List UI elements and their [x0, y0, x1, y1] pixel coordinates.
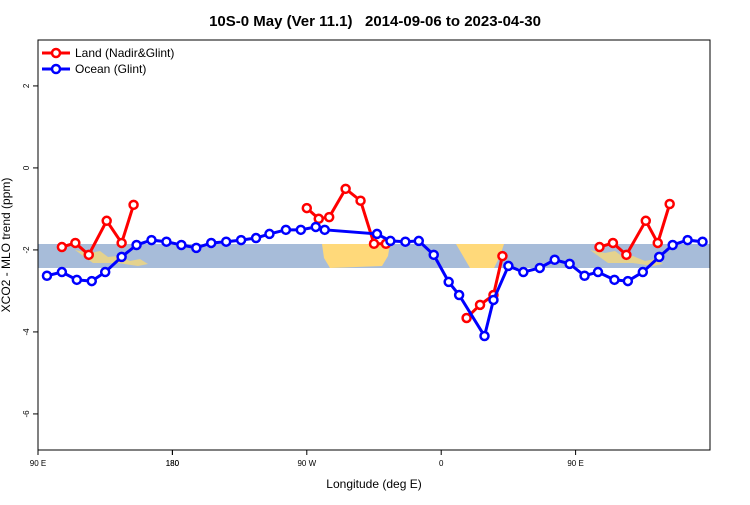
data-point	[56, 266, 68, 278]
data-point	[280, 224, 292, 236]
data-point	[319, 224, 330, 236]
data-point	[594, 241, 605, 253]
data-point	[128, 199, 139, 211]
data-point	[56, 241, 68, 253]
data-point	[461, 312, 472, 324]
data-point	[146, 234, 157, 246]
data-point	[682, 234, 693, 246]
data-point	[592, 266, 604, 278]
x-axis-label: Longitude (deg E)	[326, 477, 421, 491]
data-point	[301, 202, 313, 214]
data-point	[400, 236, 411, 247]
legend-label: Land (Nadir&Glint)	[75, 46, 174, 60]
x-tick-label: 90 E	[30, 459, 46, 468]
data-point	[385, 235, 396, 247]
data-point	[443, 276, 454, 288]
y-tick-label: -6	[22, 410, 31, 418]
data-point	[310, 221, 322, 233]
data-point	[71, 274, 83, 286]
data-point	[697, 236, 708, 247]
legend-label: Ocean (Glint)	[75, 62, 146, 76]
legend-marker	[50, 63, 62, 75]
y-tick-label: -4	[22, 328, 31, 336]
data-point	[323, 211, 335, 223]
data-point	[664, 198, 675, 210]
data-point	[474, 299, 486, 311]
data-point	[99, 266, 111, 278]
data-point	[607, 237, 619, 249]
data-point	[250, 232, 262, 244]
data-point	[652, 237, 663, 249]
data-point	[497, 250, 508, 262]
data-point	[86, 275, 98, 287]
x-tick-label: 0	[439, 459, 444, 468]
y-tick-label: 2	[22, 83, 31, 88]
data-point	[340, 183, 351, 195]
data-point	[637, 266, 649, 278]
data-point	[116, 251, 127, 263]
data-point	[205, 237, 217, 249]
y-tick-label: -2	[22, 246, 31, 254]
data-point	[116, 237, 127, 249]
data-point	[667, 239, 678, 251]
plot-frame	[37, 39, 711, 451]
x-tick-label: 180	[166, 459, 180, 468]
data-point	[355, 195, 366, 206]
data-point	[564, 258, 575, 270]
data-point	[235, 234, 247, 246]
y-axis-label: XCO2 - MLO trend (ppm)	[0, 178, 13, 313]
data-point	[640, 215, 652, 227]
data-point	[503, 260, 514, 272]
data-point	[518, 266, 529, 278]
data-point	[295, 224, 307, 236]
data-point	[70, 237, 81, 249]
data-point	[549, 254, 560, 266]
data-point	[534, 262, 546, 274]
data-point	[176, 239, 187, 251]
data-point	[479, 330, 490, 342]
data-point	[313, 213, 324, 225]
data-point	[101, 215, 112, 227]
data-point	[83, 249, 95, 261]
data-point	[220, 236, 232, 247]
data-point	[621, 249, 632, 261]
x-tick-label: 90 E	[567, 459, 583, 468]
data-point	[609, 274, 620, 286]
data-point	[264, 228, 275, 240]
legend-marker	[50, 47, 62, 59]
data-point	[371, 228, 383, 240]
data-point	[428, 249, 439, 261]
data-point	[653, 251, 665, 263]
data-point	[161, 236, 172, 247]
x-tick-label: 90 W	[297, 459, 316, 468]
x-tick-label: 180	[166, 459, 180, 468]
data-point	[41, 270, 53, 281]
data-point	[368, 238, 380, 250]
data-point	[453, 289, 465, 301]
data-point	[579, 270, 590, 281]
y-tick-label: 0	[22, 165, 31, 170]
chart-title: 10S-0 May (Ver 11.1) 2014-09-06 to 2023-…	[209, 13, 541, 30]
data-point	[413, 235, 425, 247]
data-point	[488, 294, 499, 306]
data-point	[131, 239, 142, 251]
data-point	[191, 242, 202, 254]
data-point	[622, 275, 634, 287]
